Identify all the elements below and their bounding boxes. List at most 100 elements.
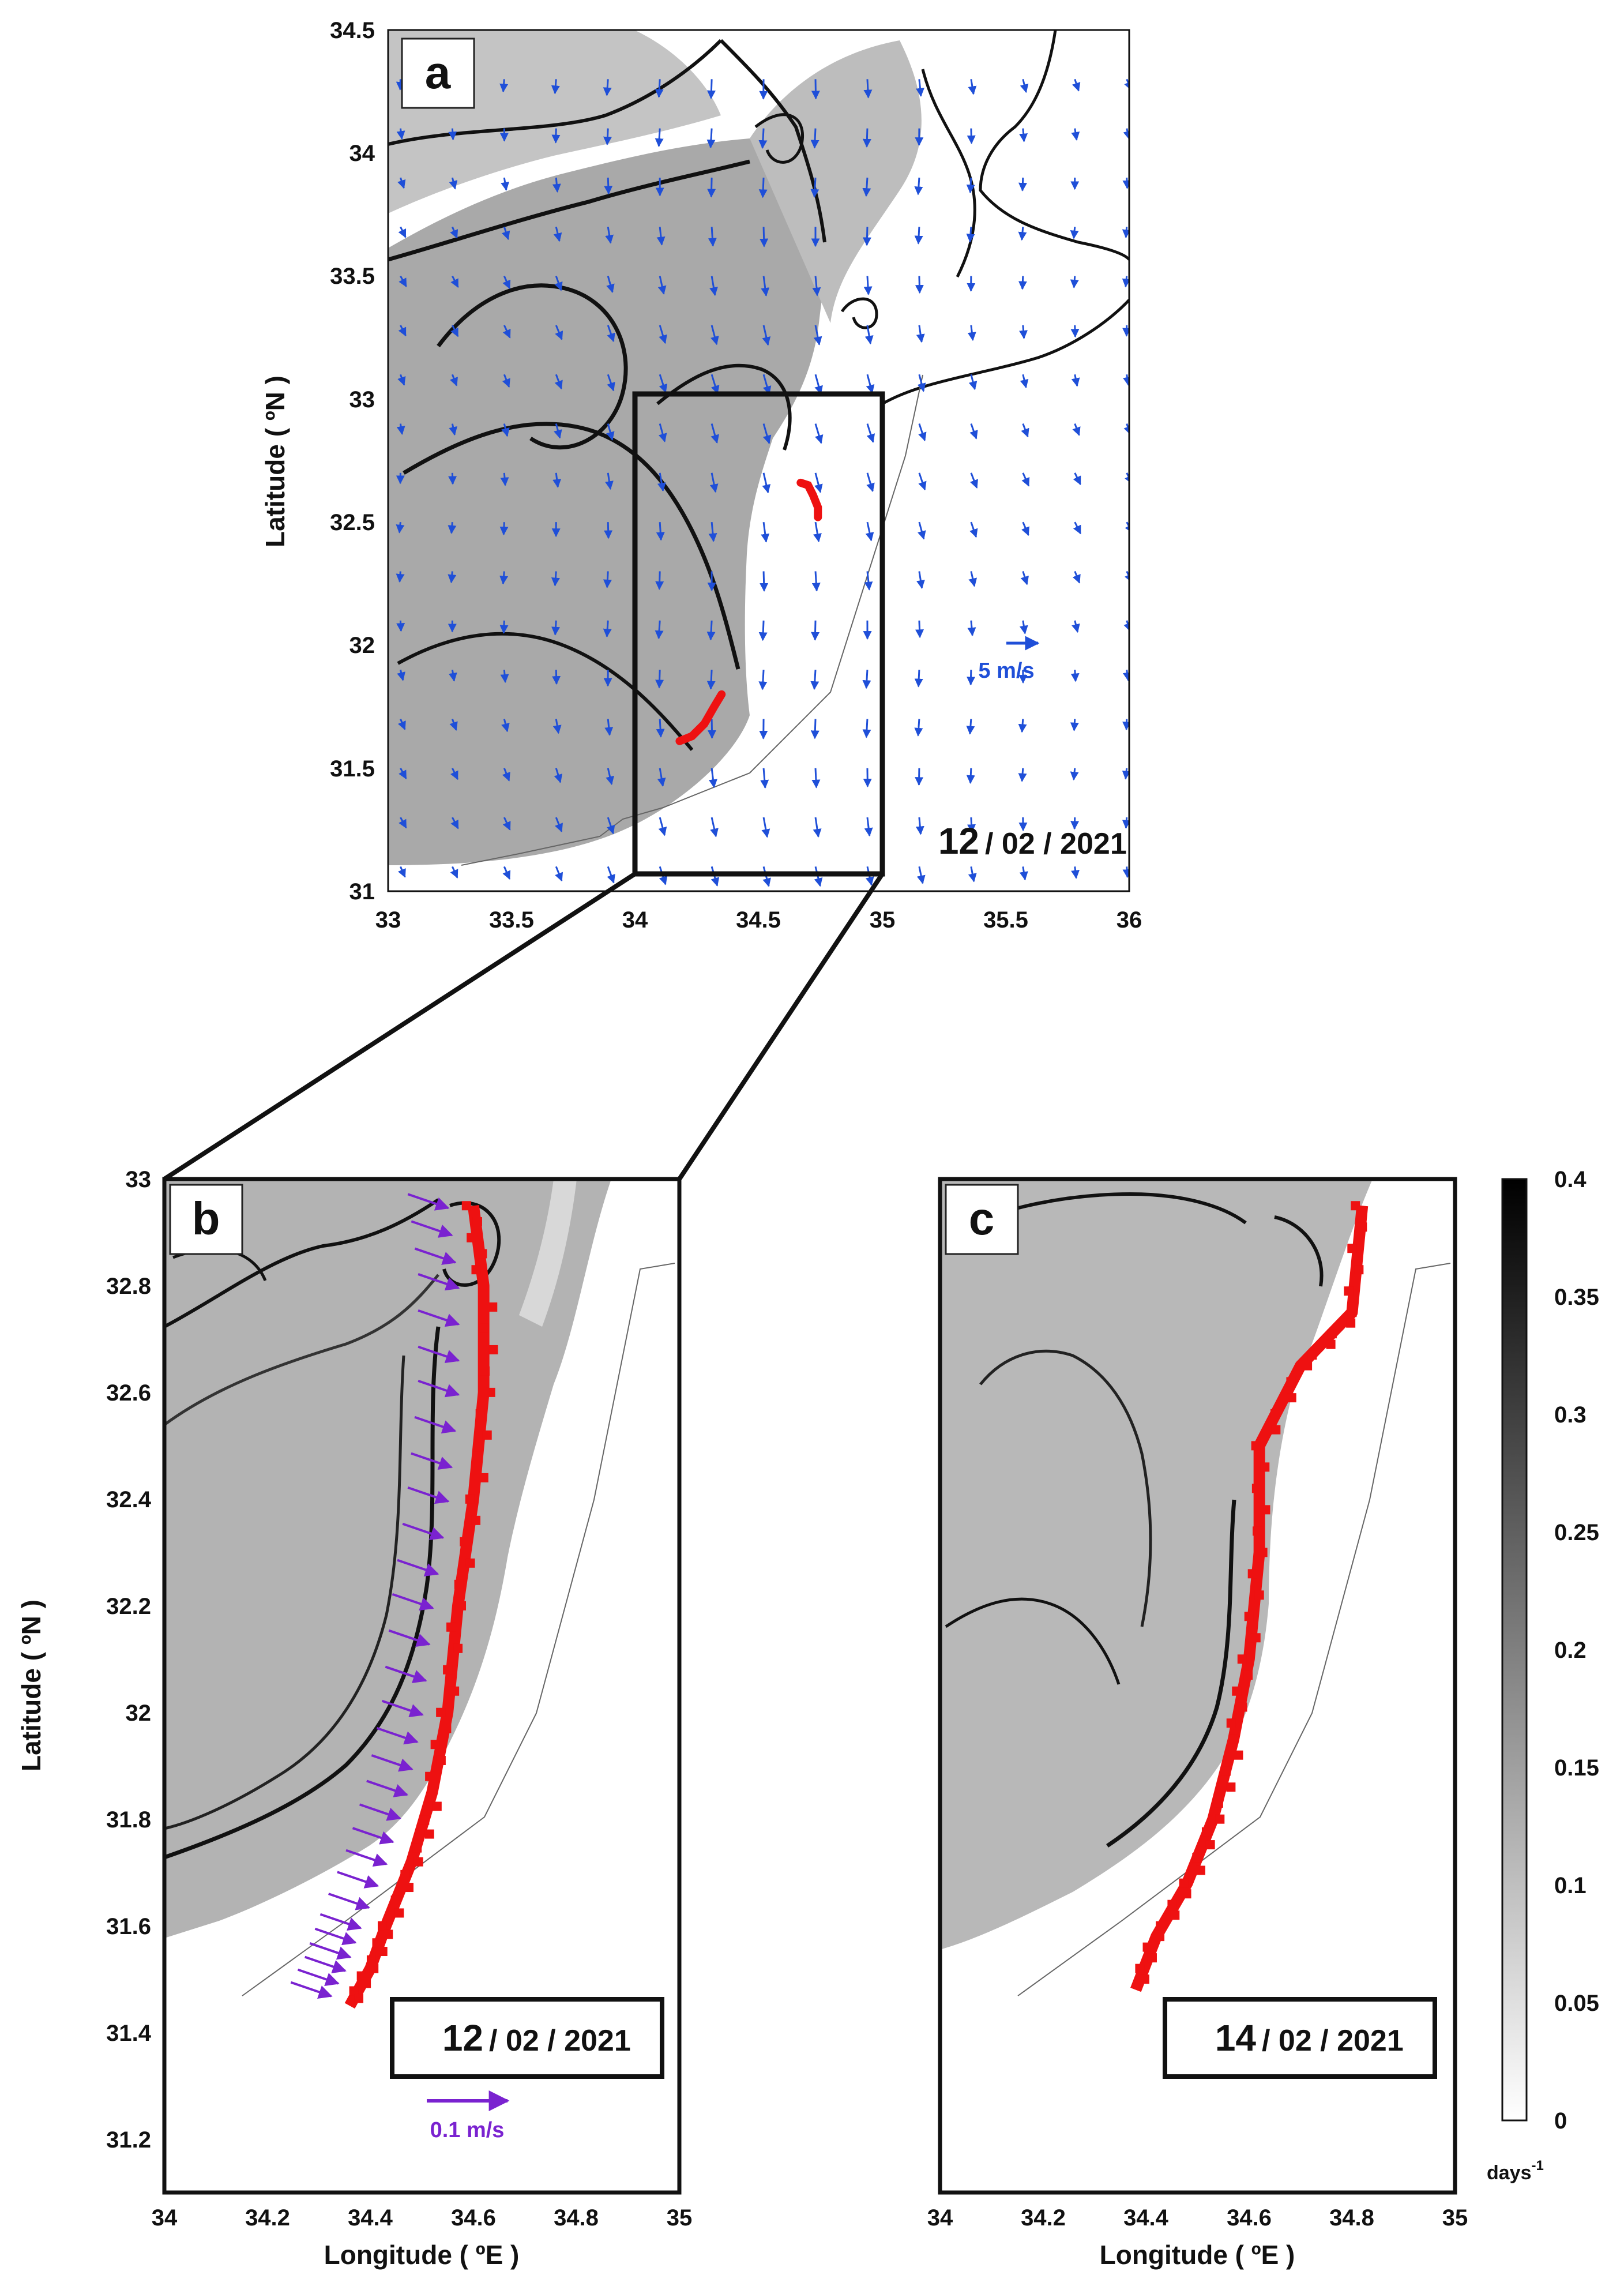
- front-marker: [1351, 1201, 1360, 1211]
- panel-b-xtick: 34.8: [554, 2205, 599, 2231]
- front-marker: [471, 1265, 481, 1275]
- wind-vector: [1070, 276, 1079, 288]
- colorbar-tick: 0.2: [1554, 1638, 1587, 1663]
- wind-vector: [813, 521, 822, 543]
- front-marker: [390, 1895, 400, 1905]
- panel-b-velocity-vectors: [290, 1193, 460, 1999]
- panel-a-xtick: 33: [375, 907, 401, 933]
- wind-vector: [656, 522, 665, 541]
- wind-vector: [552, 670, 561, 685]
- front-marker: [404, 1883, 413, 1893]
- front-marker: [1237, 1654, 1247, 1664]
- current-vector: [418, 1345, 460, 1364]
- panel-b-xtick: 34.2: [245, 2205, 290, 2231]
- colorbar-tick: 0.35: [1554, 1285, 1599, 1310]
- wind-vector: [450, 817, 459, 829]
- front-marker: [1254, 1590, 1264, 1600]
- wind-vector: [552, 177, 561, 193]
- wind-vector: [551, 79, 560, 95]
- front-marker: [472, 1451, 482, 1461]
- panel-c-xtick: 34: [927, 2205, 953, 2231]
- current-vector: [418, 1273, 460, 1291]
- panel-b-ytick: 32.4: [106, 1487, 152, 1512]
- wind-vector: [397, 669, 405, 681]
- panel-a-xticks: 33 33.5 34 34.5 35 35.5 36: [375, 907, 1142, 933]
- wind-vector: [915, 620, 924, 639]
- wind-vector: [656, 719, 665, 738]
- wind-vector: [918, 423, 927, 441]
- wind-vector: [605, 472, 614, 490]
- current-vector: [418, 1380, 460, 1398]
- current-vector: [337, 1871, 379, 1889]
- wind-vector: [399, 275, 407, 287]
- front-marker: [1358, 1222, 1367, 1232]
- wind-vector: [499, 79, 509, 93]
- wind-vector: [969, 521, 978, 538]
- wind-vector: [864, 817, 873, 837]
- wind-vector: [656, 227, 666, 246]
- wind-vector: [1021, 472, 1030, 487]
- wind-vector: [554, 374, 563, 390]
- wind-vector: [397, 718, 406, 730]
- wind-vector: [1070, 227, 1079, 239]
- panel-b-ytick: 32.2: [106, 1594, 151, 1619]
- wind-vector: [399, 768, 407, 780]
- panel-c-xtick: 35: [1442, 2205, 1468, 2231]
- wind-vector: [398, 325, 407, 337]
- panel-b-ridge-5: [164, 1355, 405, 1830]
- wind-vector: [502, 275, 511, 290]
- wind-vector: [1070, 768, 1079, 781]
- panel-b-ytick: 33: [126, 1167, 152, 1192]
- wind-vector: [866, 472, 875, 493]
- wind-vector: [814, 374, 823, 395]
- wind-vector: [968, 866, 977, 883]
- front-marker: [1232, 1686, 1242, 1696]
- colorbar-unit-base: days: [1487, 2162, 1532, 2184]
- wind-vector: [552, 472, 562, 488]
- wind-vector: [1071, 128, 1080, 141]
- panel-a-date-rest: / 02 / 2021: [985, 827, 1127, 861]
- panel-b-light-band: [519, 1179, 577, 1327]
- wind-vector: [914, 177, 923, 196]
- wind-vector: [607, 374, 615, 392]
- wind-vector: [450, 768, 458, 780]
- wind-vector: [863, 276, 873, 295]
- front-marker: [478, 1249, 487, 1259]
- front-marker: [1251, 1441, 1261, 1451]
- panel-b-ytick: 31.6: [106, 1914, 151, 1939]
- zoom-connector-right: [677, 872, 885, 1181]
- front-marker: [1156, 1921, 1166, 1931]
- front-marker: [1234, 1750, 1243, 1760]
- front-marker: [424, 1829, 434, 1839]
- wind-vector: [655, 670, 664, 689]
- panel-a-eddy-2: [840, 297, 878, 329]
- panel-c-letter: c: [969, 1193, 995, 1244]
- wind-vector: [966, 719, 975, 735]
- panel-a-ytick: 33: [349, 387, 375, 412]
- wind-vector: [762, 325, 771, 346]
- panel-b-ytick: 31.8: [106, 1807, 151, 1833]
- wind-vector: [758, 177, 768, 198]
- panel-b-ytick: 32.6: [106, 1380, 151, 1406]
- current-vector: [359, 1803, 401, 1821]
- panel-a-ridge-8: [921, 69, 976, 278]
- panel-a-coast-north: [979, 30, 1129, 261]
- wind-vector: [551, 620, 561, 636]
- current-vector: [392, 1593, 434, 1611]
- panel-a-red-features: [675, 478, 822, 745]
- wind-vector: [967, 325, 976, 341]
- wind-vector: [813, 325, 822, 346]
- wind-vector: [966, 177, 975, 194]
- front-marker: [1226, 1782, 1236, 1792]
- wind-vector: [449, 177, 458, 190]
- panel-a-east-shading: [750, 40, 922, 323]
- panel-a-yticks: 34.5 34 33.5 33 32.5 32 31.5 31: [330, 18, 375, 904]
- front-marker: [1286, 1377, 1296, 1387]
- front-marker: [1205, 1840, 1215, 1850]
- wind-vector: [761, 276, 770, 297]
- panel-c-date-day: 14: [1215, 2017, 1257, 2059]
- front-marker: [472, 1217, 482, 1226]
- front-marker: [467, 1233, 476, 1242]
- wind-vector: [553, 226, 562, 242]
- wind-vector: [864, 571, 873, 591]
